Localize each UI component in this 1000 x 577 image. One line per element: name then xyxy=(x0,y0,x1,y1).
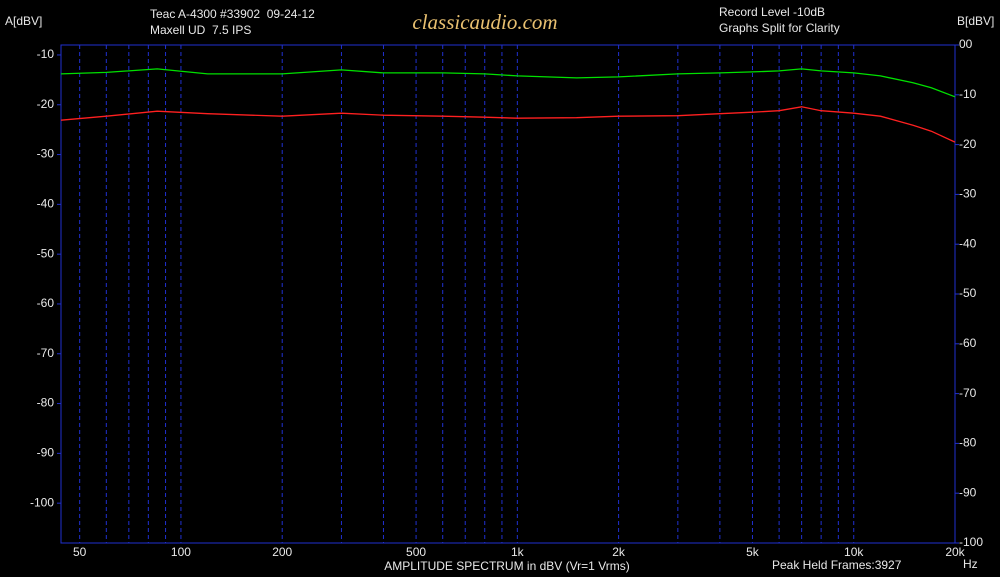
x-tick-label: 10k xyxy=(844,545,864,559)
y2-tick-label: -80 xyxy=(959,436,977,450)
y-tick-label: -70 xyxy=(37,346,55,360)
y-tick-label: -80 xyxy=(37,396,55,410)
x-tick-label: 50 xyxy=(73,545,87,559)
y2-tick-label: -20 xyxy=(959,137,977,151)
y2-tick-label: -70 xyxy=(959,386,977,400)
y-tick-label: -40 xyxy=(37,197,55,211)
logo: classicaudio.com xyxy=(412,10,557,34)
series-line xyxy=(60,68,956,98)
y-tick-label: -100 xyxy=(30,495,54,509)
series-line xyxy=(60,106,956,143)
x-tick-label: 20k xyxy=(945,545,965,559)
y-tick-label: -30 xyxy=(37,147,55,161)
y2-tick-label: 00 xyxy=(959,37,973,51)
y-tick-label: -60 xyxy=(37,296,55,310)
y2-tick-label: -10 xyxy=(959,87,977,101)
y2-tick-label: -50 xyxy=(959,286,977,300)
x-axis-label: AMPLITUDE SPECTRUM in dBV (Vr=1 Vrms) xyxy=(384,559,629,573)
y2-axis-label: B[dBV] xyxy=(957,14,994,28)
y2-tick-label: -40 xyxy=(959,236,977,250)
footer-note: Peak Held Frames:3927 xyxy=(772,558,902,572)
y2-tick-label: -90 xyxy=(959,485,977,499)
y-axis-label: A[dBV] xyxy=(5,14,42,28)
y-tick-label: -20 xyxy=(37,97,55,111)
x-unit: Hz xyxy=(963,557,978,571)
x-tick-label: 1k xyxy=(511,545,525,559)
header-line: Record Level -10dB xyxy=(719,5,825,19)
y2-tick-label: -30 xyxy=(959,187,977,201)
header-line: Teac A-4300 #33902 09-24-12 xyxy=(150,7,315,21)
x-tick-label: 5k xyxy=(746,545,760,559)
y-tick-label: -50 xyxy=(37,246,55,260)
y2-tick-label: -100 xyxy=(959,535,983,549)
y-tick-label: -10 xyxy=(37,47,55,61)
header-line: Graphs Split for Clarity xyxy=(719,21,840,35)
x-tick-label: 100 xyxy=(171,545,191,559)
y-tick-label: -90 xyxy=(37,446,55,460)
x-tick-label: 500 xyxy=(406,545,426,559)
x-tick-label: 2k xyxy=(612,545,626,559)
y2-tick-label: -60 xyxy=(959,336,977,350)
x-tick-label: 200 xyxy=(272,545,292,559)
header-line: Maxell UD 7.5 IPS xyxy=(150,23,251,37)
